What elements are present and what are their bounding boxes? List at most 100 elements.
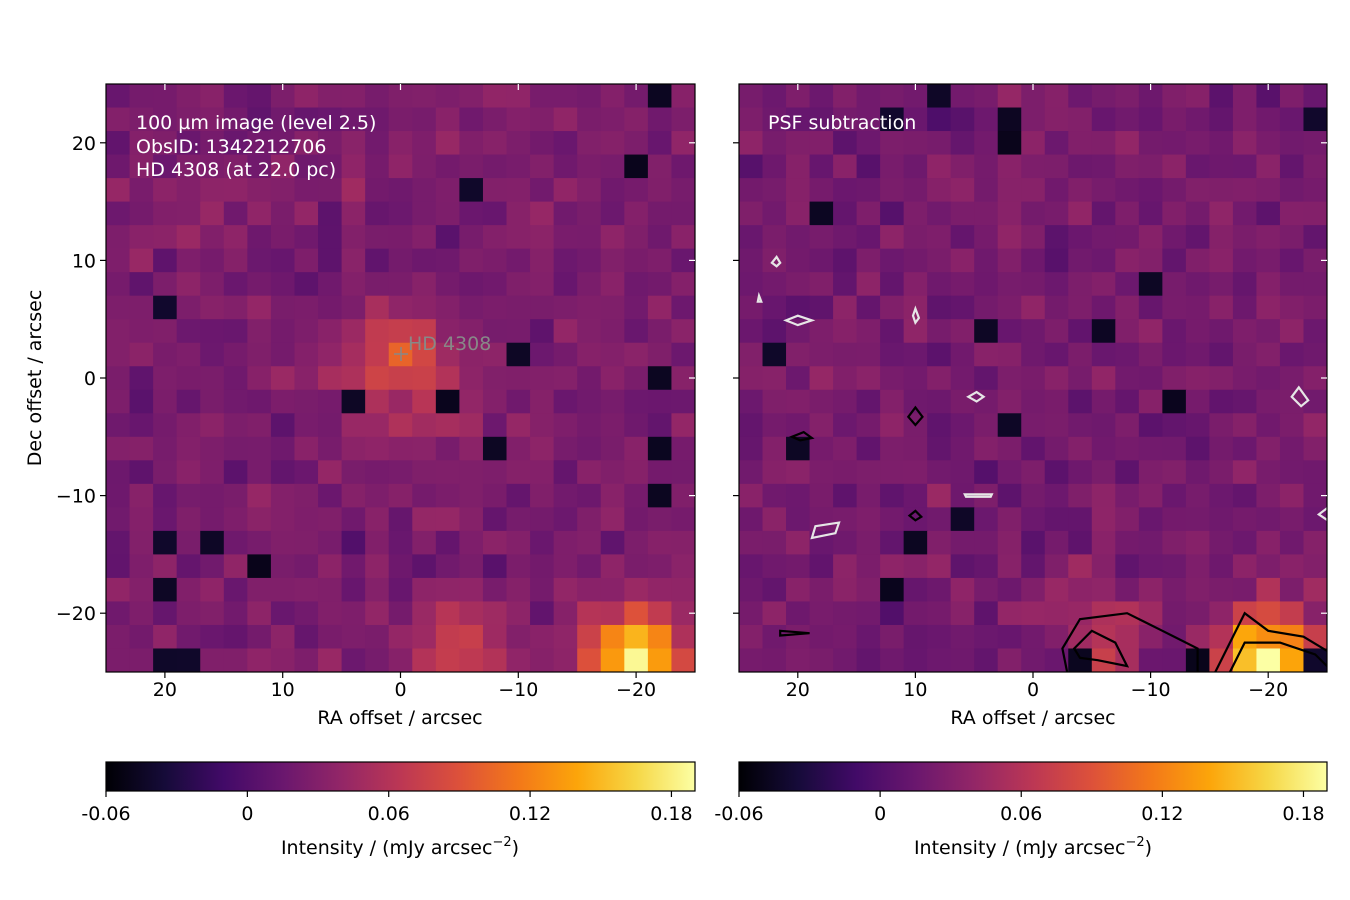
heatmap-cell bbox=[1044, 131, 1069, 156]
heatmap-cell bbox=[270, 530, 296, 555]
heatmap-cell bbox=[950, 601, 975, 626]
heatmap-cell bbox=[365, 601, 390, 626]
heatmap-cell bbox=[318, 154, 343, 179]
heatmap-cell bbox=[577, 624, 602, 650]
heatmap-cell bbox=[270, 483, 296, 508]
heatmap-cell bbox=[482, 178, 508, 203]
heatmap-cell bbox=[577, 554, 602, 579]
heatmap-cell bbox=[833, 460, 858, 485]
heatmap-cell bbox=[223, 577, 248, 603]
left-annotation: 100 µm image (level 2.5) ObsID: 13422127… bbox=[136, 112, 376, 181]
heatmap-cell bbox=[624, 201, 649, 226]
heatmap-cell bbox=[294, 389, 319, 414]
heatmap-cell bbox=[247, 178, 272, 203]
heatmap-cell bbox=[1162, 131, 1187, 156]
heatmap-cell bbox=[1044, 483, 1069, 508]
heatmap-cell bbox=[412, 530, 437, 555]
heatmap-cell bbox=[1115, 154, 1140, 179]
heatmap-cell bbox=[1303, 389, 1327, 414]
heatmap-cell bbox=[671, 295, 695, 320]
heatmap-cell bbox=[647, 530, 673, 555]
heatmap-cell bbox=[1232, 507, 1258, 532]
heatmap-cell bbox=[1256, 507, 1281, 532]
heatmap-cell bbox=[600, 624, 625, 650]
heatmap-cell bbox=[762, 225, 787, 250]
heatmap-cell bbox=[647, 225, 673, 250]
heatmap-cell bbox=[647, 436, 673, 461]
heatmap-cell bbox=[974, 413, 999, 438]
heatmap-cell bbox=[294, 248, 319, 273]
heatmap-cell bbox=[624, 507, 649, 532]
heatmap-cell bbox=[388, 648, 413, 672]
heatmap-cell bbox=[270, 272, 296, 297]
heatmap-cell bbox=[530, 648, 555, 672]
heatmap-cell bbox=[1232, 436, 1258, 461]
heatmap-cell bbox=[1068, 201, 1093, 226]
heatmap-cell bbox=[482, 624, 508, 650]
heatmap-cell bbox=[1327, 648, 1350, 672]
heatmap-cell bbox=[1279, 648, 1305, 672]
heatmap-cell bbox=[856, 319, 881, 344]
heatmap-cell bbox=[647, 366, 673, 391]
heatmap-cell bbox=[341, 436, 366, 461]
heatmap-cell bbox=[223, 84, 248, 109]
heatmap-cell bbox=[106, 295, 131, 320]
heatmap-cell bbox=[880, 272, 905, 297]
heatmap-cell bbox=[412, 201, 437, 226]
heatmap-cell bbox=[270, 107, 296, 132]
heatmap-cell bbox=[1068, 107, 1093, 132]
heatmap-cell bbox=[482, 483, 508, 508]
heatmap-cell bbox=[1256, 107, 1281, 132]
heatmap-cell bbox=[200, 272, 225, 297]
heatmap-cell bbox=[833, 131, 858, 156]
heatmap-cell bbox=[600, 154, 625, 179]
heatmap-cell bbox=[1256, 460, 1281, 485]
heatmap-cell bbox=[153, 201, 178, 226]
heatmap-cell bbox=[974, 131, 999, 156]
heatmap-cell bbox=[553, 201, 578, 226]
heatmap-cell bbox=[530, 366, 555, 391]
heatmap-cell bbox=[1044, 342, 1069, 367]
heatmap-cell bbox=[577, 107, 602, 132]
heatmap-cell bbox=[129, 84, 154, 109]
heatmap-cell bbox=[1327, 319, 1350, 343]
heatmap-cell bbox=[647, 295, 673, 320]
heatmap-cell bbox=[1115, 436, 1140, 461]
heatmap-cell bbox=[1138, 131, 1163, 156]
heatmap-cell bbox=[1256, 319, 1281, 344]
heatmap-cell bbox=[341, 225, 366, 250]
heatmap-cell bbox=[176, 648, 201, 672]
heatmap-cell bbox=[997, 201, 1022, 226]
heatmap-cell bbox=[1138, 389, 1163, 414]
heatmap-cell bbox=[1327, 437, 1350, 461]
heatmap-cell bbox=[1279, 460, 1305, 485]
heatmap-cell bbox=[365, 389, 390, 414]
heatmap-cell bbox=[129, 319, 154, 344]
heatmap-cell bbox=[1303, 554, 1327, 579]
heatmap-cell bbox=[1162, 84, 1187, 109]
heatmap-cell bbox=[1279, 554, 1305, 579]
heatmap-cell bbox=[176, 601, 201, 626]
heatmap-cell bbox=[1279, 319, 1305, 344]
heatmap-cell bbox=[129, 460, 154, 485]
heatmap-cell bbox=[695, 343, 719, 367]
heatmap-cell bbox=[856, 201, 881, 226]
heatmap-cell bbox=[176, 272, 201, 297]
heatmap-cell bbox=[412, 601, 437, 626]
heatmap-cell bbox=[223, 436, 248, 461]
heatmap-cell bbox=[624, 248, 649, 273]
heatmap-cell bbox=[950, 577, 975, 603]
heatmap-cell bbox=[762, 272, 787, 297]
heatmap-cell bbox=[1091, 272, 1116, 297]
heatmap-cell bbox=[365, 131, 390, 156]
heatmap-cell bbox=[1327, 131, 1350, 155]
heatmap-cell bbox=[176, 107, 201, 132]
heatmap-cell bbox=[927, 483, 952, 508]
heatmap-cell bbox=[1303, 272, 1327, 297]
heatmap-cell bbox=[294, 507, 319, 532]
heatmap-cell bbox=[1138, 366, 1163, 391]
heatmap-cell bbox=[1138, 530, 1163, 555]
heatmap-cell bbox=[318, 319, 343, 344]
heatmap-cell bbox=[997, 248, 1022, 273]
heatmap-cell bbox=[129, 577, 154, 603]
